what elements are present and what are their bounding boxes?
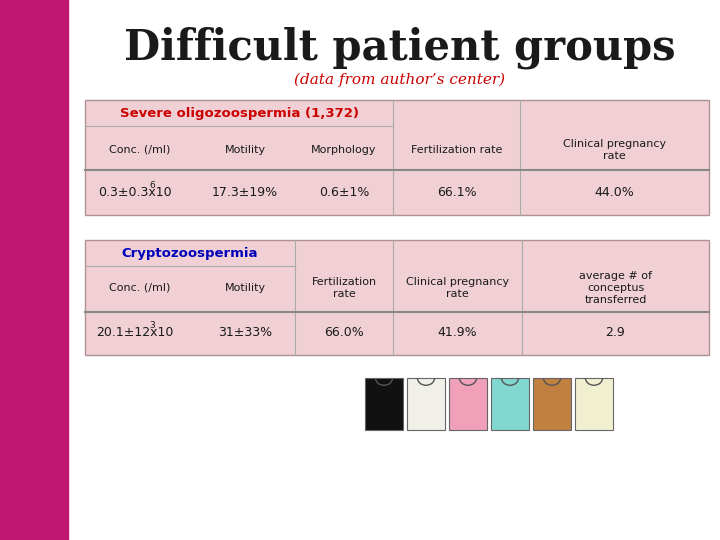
Text: 2.9: 2.9 [606,327,626,340]
Bar [85,100,709,215]
Text: Conc. (/ml): Conc. (/ml) [109,283,171,293]
Bar [449,378,487,430]
Bar [491,378,529,430]
Text: Fertilization rate: Fertilization rate [411,145,502,155]
Text: 17.3±19%: 17.3±19% [212,186,278,199]
Bar [575,378,613,430]
Text: 44.0%: 44.0% [595,186,634,199]
Text: 0.3±0.3x10: 0.3±0.3x10 [98,186,172,199]
Text: 3: 3 [149,321,155,330]
Text: Difficult patient groups: Difficult patient groups [124,27,676,69]
Text: 6: 6 [149,180,155,190]
Text: 66.1%: 66.1% [437,186,477,199]
Text: 66.0%: 66.0% [324,327,364,340]
Text: Conc. (/ml): Conc. (/ml) [109,145,171,155]
Bar [365,378,403,430]
Text: Severe oligozoospermia (1,372): Severe oligozoospermia (1,372) [120,107,359,120]
Text: 0.6±1%: 0.6±1% [319,186,369,199]
Text: Clinical pregnancy
rate: Clinical pregnancy rate [406,277,509,299]
Bar [533,378,571,430]
Text: 41.9%: 41.9% [438,327,477,340]
Bar [0,0,68,540]
Text: average # of
conceptus
transferred: average # of conceptus transferred [579,272,652,305]
Bar [407,378,445,430]
Text: (data from author’s center): (data from author’s center) [294,73,505,87]
Text: Fertilization
rate: Fertilization rate [312,277,377,299]
Bar [85,240,709,355]
Text: Motility: Motility [225,283,266,293]
Text: Clinical pregnancy
rate: Clinical pregnancy rate [563,139,666,161]
Text: 31±33%: 31±33% [218,327,272,340]
Text: Morphology: Morphology [311,145,377,155]
Text: Cryptozoospermia: Cryptozoospermia [122,247,258,260]
Text: Motility: Motility [225,145,266,155]
Text: 20.1±12x10: 20.1±12x10 [96,327,174,340]
